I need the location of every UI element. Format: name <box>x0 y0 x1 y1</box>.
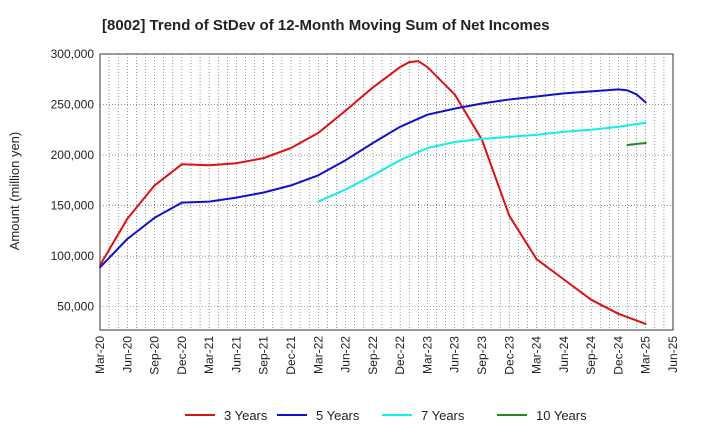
x-tick-label: Jun-21 <box>229 336 243 373</box>
x-tick-labels: Mar-20 Jun-20 Sep-20 Dec-20 Mar-21 Jun-21 Sep-… <box>93 336 680 375</box>
y-tick-label: 100,000 <box>51 249 95 263</box>
series-line-7-years <box>317 121 647 203</box>
plot-area <box>99 53 674 331</box>
legend-label-5-years: 5 Years <box>316 408 360 423</box>
y-tick-label: 250,000 <box>51 98 95 112</box>
legend-label-10-years: 10 Years <box>536 408 587 423</box>
series-line-10-years <box>626 142 647 146</box>
x-tick-label: Dec-24 <box>611 336 625 375</box>
legend-label-7-years: 7 Years <box>421 408 465 423</box>
x-tick-label: Sep-23 <box>475 336 489 375</box>
x-tick-label: Mar-25 <box>639 336 653 374</box>
x-tick-label: Jun-23 <box>448 336 462 373</box>
x-tick-label: Jun-25 <box>666 336 680 373</box>
x-tick-label: Mar-22 <box>311 336 325 374</box>
series-line-3-years <box>99 60 647 325</box>
legend-label-3-years: 3 Years <box>224 408 268 423</box>
y-axis-label: Amount (million yen) <box>7 132 22 251</box>
gridlines <box>100 53 673 330</box>
chart-title: [8002] Trend of StDev of 12-Month Moving… <box>102 17 550 34</box>
x-tick-label: Sep-22 <box>366 336 380 375</box>
x-tick-label: Dec-22 <box>393 336 407 375</box>
legend: 3 Years 5 Years 7 Years 10 Years <box>185 408 587 423</box>
plot-frame <box>99 53 674 331</box>
y-tick-label: 150,000 <box>51 199 95 213</box>
y-tick-label: 50,000 <box>57 300 94 314</box>
x-tick-label: Dec-20 <box>175 336 189 375</box>
x-tick-label: Sep-24 <box>584 336 598 375</box>
x-tick-label: Jun-22 <box>339 336 353 373</box>
x-tick-label: Jun-20 <box>120 336 134 373</box>
x-tick-label: Mar-23 <box>420 336 434 374</box>
series-lines <box>99 60 647 325</box>
y-tick-label: 200,000 <box>51 148 95 162</box>
x-tick-label: Jun-24 <box>557 336 571 373</box>
x-tick-label: Dec-23 <box>502 336 516 375</box>
x-tick-label: Sep-21 <box>257 336 271 375</box>
x-tick-label: Mar-21 <box>202 336 216 374</box>
x-tick-label: Sep-20 <box>148 336 162 375</box>
y-tick-label: 300,000 <box>51 47 95 61</box>
x-tick-label: Dec-21 <box>284 336 298 375</box>
y-tick-labels: 50,000 100,000 150,000 200,000 250,000 300,00… <box>51 47 95 314</box>
x-tick-label: Mar-24 <box>530 336 544 374</box>
x-tick-label: Mar-20 <box>93 336 107 374</box>
series-line-5-years <box>99 88 647 269</box>
